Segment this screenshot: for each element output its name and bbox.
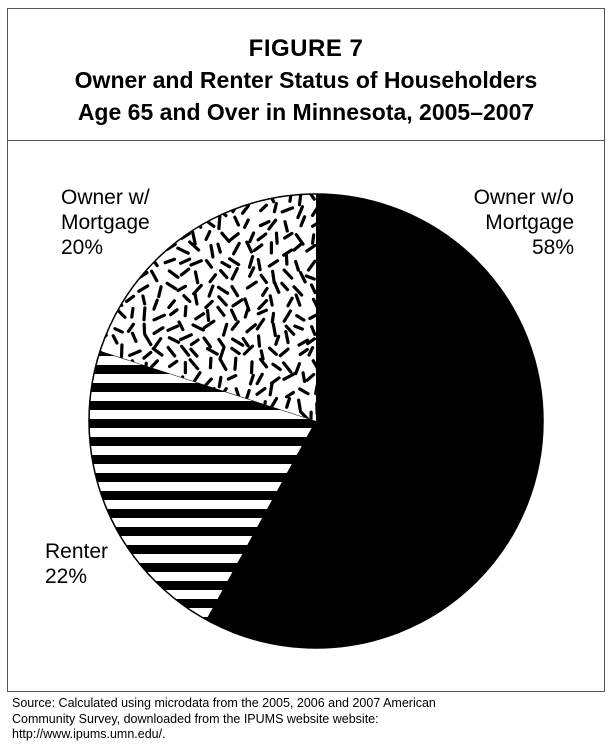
label-owner-without-line2: Mortgage — [485, 211, 574, 234]
label-owner-without-mortgage: Owner w/o Mortgage 58% — [448, 185, 574, 260]
label-owner-without-pct: 58% — [531, 236, 574, 259]
pie-chart — [88, 193, 544, 649]
label-renter-line1: Renter — [45, 540, 109, 563]
chart-title-line-2: Age 65 and Over in Minnesota, 2005–2007 — [77, 99, 535, 125]
figure-frame: FIGURE 7 Owner and Renter Status of Hous… — [7, 8, 605, 692]
source-line-1: Source: Calculated using microdata from … — [12, 696, 436, 710]
label-owner-with-line1: Owner w/ — [61, 186, 150, 209]
figure-header: FIGURE 7 Owner and Renter Status of Hous… — [8, 9, 604, 141]
source-line-2: Community Survey, downloaded from the IP… — [12, 711, 379, 726]
pie-slice-owner-w-o-mortgage — [206, 194, 544, 648]
label-owner-with-line2: Mortgage — [61, 211, 150, 234]
source-note: Source: Calculated using microdata from … — [12, 696, 602, 743]
source-line-3: http://www.ipums.umn.edu/. — [12, 727, 166, 741]
label-owner-with-pct: 20% — [61, 236, 104, 259]
label-owner-without-line1: Owner w/o — [473, 186, 574, 209]
figure-label: FIGURE 7 — [248, 35, 364, 62]
label-renter: Renter 22% — [45, 539, 145, 589]
chart-title-line-1: Owner and Renter Status of Householders — [74, 67, 538, 93]
plot-area: Owner w/o Mortgage 58% Owner w/ Mortgage… — [8, 141, 604, 691]
pie-outline — [88, 193, 544, 649]
label-renter-pct: 22% — [45, 565, 88, 588]
label-owner-with-mortgage: Owner w/ Mortgage 20% — [61, 185, 191, 260]
